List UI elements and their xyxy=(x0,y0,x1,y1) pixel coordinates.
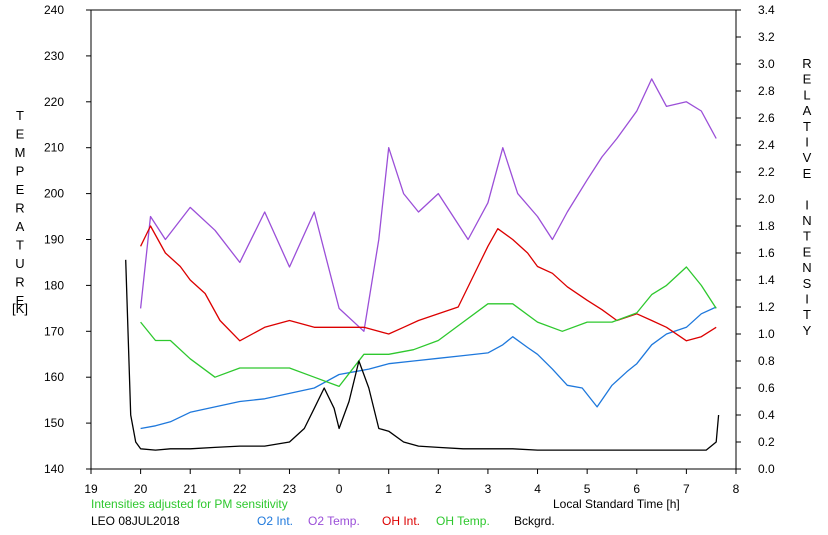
y-left-label-letter: E xyxy=(16,293,25,308)
y-left-label-letter: A xyxy=(16,219,25,234)
y-right-label-letter: A xyxy=(803,103,812,118)
y-right-label-letter: E xyxy=(803,166,812,181)
y-left-label-letter: T xyxy=(16,108,24,123)
x-tick-label: 23 xyxy=(283,482,297,496)
legend-item-3: OH Int. xyxy=(382,514,420,528)
x-tick-label: 20 xyxy=(134,482,148,496)
y-left-tick-label: 170 xyxy=(44,324,64,338)
y-right-label-letter: T xyxy=(803,229,811,244)
y-right-label-letter: I xyxy=(805,135,809,150)
y-right-label-letter: R xyxy=(802,56,811,71)
plot-frame xyxy=(90,9,737,470)
x-tick-label: 1 xyxy=(385,482,392,496)
y-left-tick-label: 180 xyxy=(44,278,64,292)
y-left-tick-label: 160 xyxy=(44,370,64,384)
series-line-o2-int xyxy=(140,306,717,430)
y-right-label-letter: N xyxy=(802,260,811,275)
legend-item-4: OH Temp. xyxy=(436,514,490,528)
series-line-o2-temp xyxy=(139,78,717,332)
legend-item-2: O2 Temp. xyxy=(308,514,360,528)
y-left-label-letter: T xyxy=(16,238,24,253)
y-left-label-letter: P xyxy=(16,164,25,179)
y-right-tick-label: 2.4 xyxy=(758,138,775,152)
y-right-tick-label: 2.0 xyxy=(758,192,775,206)
x-tick-label: 8 xyxy=(733,482,740,496)
y-right-label-letter: S xyxy=(803,276,812,291)
y-left-label-letter: E xyxy=(16,127,25,142)
y-right-tick-label: 2.2 xyxy=(758,165,775,179)
y-right-tick-label: 2.8 xyxy=(758,84,775,98)
y-left-label-letter: U xyxy=(15,256,24,271)
y-right-tick-label: 1.2 xyxy=(758,300,775,314)
series-line-bckgrd xyxy=(125,259,720,451)
x-tick-label: 19 xyxy=(84,482,98,496)
y-right-label-letter: I xyxy=(805,197,809,212)
y-left-label-letter: E xyxy=(16,182,25,197)
x-tick-label: 5 xyxy=(584,482,591,496)
y-right-tick-label: 3.2 xyxy=(758,30,775,44)
y-right-label-letter: E xyxy=(803,72,812,87)
y-right-tick-label: 0.2 xyxy=(758,435,775,449)
x-axis-title: Local Standard Time [h] xyxy=(553,497,680,511)
legend-item-5: Bckgrd. xyxy=(514,514,555,528)
legend-note: Intensities adjusted for PM sensitivity xyxy=(91,497,288,511)
x-tick-label: 0 xyxy=(336,482,343,496)
y-right-tick-label: 0.0 xyxy=(758,462,775,476)
x-tick-label: 7 xyxy=(683,482,690,496)
y-right-label-letter: T xyxy=(803,307,811,322)
y-left-unit-label: [K] xyxy=(12,301,28,316)
y-left-tick-label: 230 xyxy=(44,49,64,63)
y-right-tick-label: 1.0 xyxy=(758,327,775,341)
y-right-label-letter: N xyxy=(802,213,811,228)
x-tick-label: 4 xyxy=(534,482,541,496)
y-right-tick-label: 0.6 xyxy=(758,381,775,395)
y-left-label-letter: R xyxy=(15,275,24,290)
y-right-tick-label: 1.6 xyxy=(758,246,775,260)
series-line-oh-temp xyxy=(140,266,717,388)
y-right-label-letter: T xyxy=(803,119,811,134)
y-left-tick-label: 200 xyxy=(44,187,64,201)
y-right-tick-label: 0.8 xyxy=(758,354,775,368)
y-left-label-letter: M xyxy=(15,145,26,160)
x-tick-label: 3 xyxy=(485,482,492,496)
y-left-tick-label: 210 xyxy=(44,141,64,155)
series-line-oh-int xyxy=(140,225,717,342)
x-tick-label: 6 xyxy=(633,482,640,496)
y-right-label-letter: E xyxy=(803,244,812,259)
y-left-tick-label: 220 xyxy=(44,95,64,109)
y-right-tick-label: 3.0 xyxy=(758,57,775,71)
y-right-tick-label: 1.4 xyxy=(758,273,775,287)
legend-station: LEO 08JUL2018 xyxy=(91,514,180,528)
y-right-tick-label: 0.4 xyxy=(758,408,775,422)
y-left-label-letter: R xyxy=(15,201,24,216)
y-right-label-letter: I xyxy=(805,292,809,307)
y-right-label-letter: Y xyxy=(803,323,812,338)
y-right-label-letter: L xyxy=(803,87,810,102)
x-tick-label: 22 xyxy=(233,482,247,496)
x-tick-label: 21 xyxy=(184,482,198,496)
y-left-tick-label: 190 xyxy=(44,233,64,247)
y-left-tick-label: 150 xyxy=(44,416,64,430)
y-right-tick-label: 2.6 xyxy=(758,111,775,125)
y-right-tick-label: 3.4 xyxy=(758,3,775,17)
y-right-label-letter: V xyxy=(803,150,812,165)
legend-item-1: O2 Int. xyxy=(257,514,293,528)
y-right-tick-label: 1.8 xyxy=(758,219,775,233)
y-left-tick-label: 140 xyxy=(44,462,64,476)
y-left-tick-label: 240 xyxy=(44,3,64,17)
x-tick-label: 2 xyxy=(435,482,442,496)
